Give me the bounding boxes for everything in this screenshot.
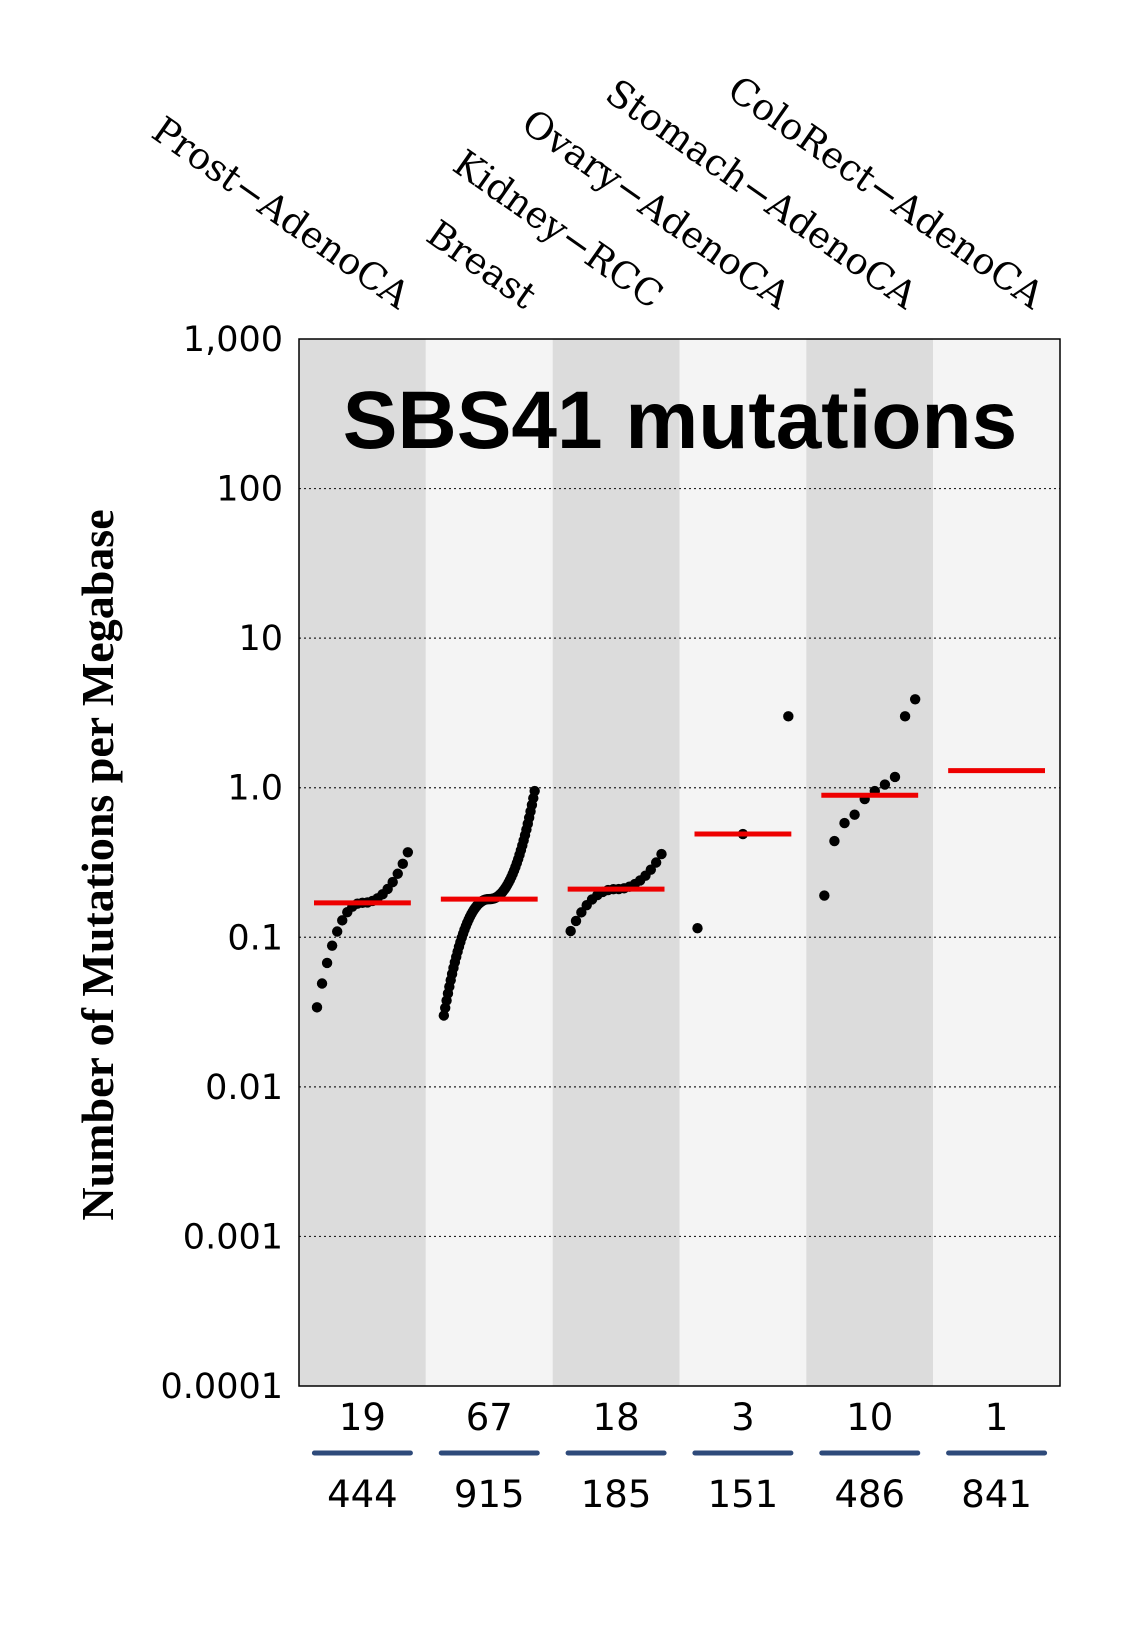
column-band xyxy=(806,339,934,1386)
data-point xyxy=(321,957,333,969)
y-tick-label: 1,000 xyxy=(183,320,283,360)
data-point xyxy=(650,857,662,868)
data-point xyxy=(829,835,840,847)
data-point xyxy=(337,915,348,926)
data-point xyxy=(909,694,921,705)
plot-frame xyxy=(298,338,1061,1387)
data-point xyxy=(819,890,830,901)
data-point xyxy=(402,847,414,858)
data-point xyxy=(692,923,703,934)
column-band xyxy=(679,339,807,1386)
data-point xyxy=(529,785,540,797)
count-with-signature: 10 xyxy=(846,1396,893,1439)
count-with-signature: 1 xyxy=(985,1396,1009,1439)
y-tick-label: 0.01 xyxy=(205,1068,283,1108)
data-point xyxy=(397,858,408,870)
column-bands xyxy=(299,339,1060,1386)
count-total: 841 xyxy=(961,1473,1032,1516)
chart-title: SBS41 mutations xyxy=(343,375,1017,466)
count-total: 915 xyxy=(454,1473,525,1516)
data-point xyxy=(311,1002,323,1013)
count-with-signature: 19 xyxy=(339,1396,386,1439)
y-axis-ticks: 1,000 100 10 1.0 0.1 0.01 0.001 0.0001 xyxy=(161,320,283,1407)
y-tick-label: 0.0001 xyxy=(161,1367,283,1407)
data-point xyxy=(899,711,911,722)
column-band xyxy=(933,339,1060,1386)
data-point xyxy=(565,925,576,937)
data-point xyxy=(849,809,860,820)
y-tick-label: 10 xyxy=(238,619,283,659)
y-tick-label: 0.1 xyxy=(227,918,283,958)
data-point xyxy=(326,940,338,951)
data-point xyxy=(331,926,343,937)
category-labels: Prost−AdenoCA BreastKidney−RCCOvary−Adeno… xyxy=(144,67,1052,318)
y-tick-label: 100 xyxy=(216,470,283,510)
sample-counts: 19 444 67 915 18 185 3 151 10 486 1 841 xyxy=(311,1396,1048,1516)
y-tick-label: 0.001 xyxy=(183,1217,283,1257)
data-point xyxy=(392,868,403,879)
data-point xyxy=(656,848,667,860)
data-point xyxy=(570,915,582,927)
count-with-signature: 18 xyxy=(593,1396,640,1439)
category-label: Prost−AdenoCA xyxy=(144,108,418,318)
data-point xyxy=(576,907,587,918)
gridlines xyxy=(299,487,1060,1238)
median-lines xyxy=(314,768,1045,906)
data-point xyxy=(889,771,901,783)
y-axis-label: Number of Mutations per Megabase xyxy=(72,509,123,1220)
data-point xyxy=(316,978,328,989)
y-tick-label: 1.0 xyxy=(227,769,283,809)
data-point xyxy=(839,817,850,829)
data-point xyxy=(879,779,891,790)
count-total: 486 xyxy=(834,1473,905,1516)
category-label: Kidney−RCC xyxy=(445,141,671,317)
count-with-signature: 67 xyxy=(466,1396,513,1439)
column-band xyxy=(425,339,553,1386)
data-point xyxy=(645,864,657,875)
count-total: 185 xyxy=(581,1473,652,1516)
data-point xyxy=(783,711,794,722)
data-point xyxy=(387,876,398,888)
count-with-signature: 3 xyxy=(731,1396,755,1439)
count-total: 444 xyxy=(327,1473,398,1516)
count-total: 151 xyxy=(708,1473,779,1516)
